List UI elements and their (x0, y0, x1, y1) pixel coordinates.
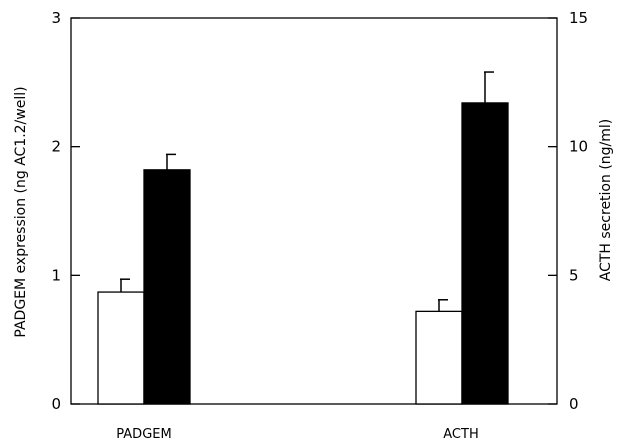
category-labels: PADGEM ACTH (116, 427, 478, 442)
category-label: ACTH (443, 427, 478, 442)
bar (143, 169, 191, 405)
right-axis-ticks: 0 5 10 15 (548, 9, 588, 413)
bar (97, 291, 145, 405)
right-axis-title: ACTH secretion (ng/ml) (598, 119, 614, 282)
bar (461, 102, 509, 405)
left-tick-label: 1 (51, 266, 61, 284)
left-axis-ticks: 0 1 2 3 (51, 9, 80, 413)
left-axis-title: PADGEM expression (ng AC1.2/well) (13, 86, 29, 337)
bars (97, 71, 509, 405)
bar (415, 310, 463, 405)
category-label: PADGEM (116, 427, 171, 442)
left-tick-label: 0 (51, 395, 61, 413)
right-tick-label: 15 (569, 9, 588, 27)
plot-frame (70, 17, 558, 405)
right-tick-label: 5 (569, 266, 579, 284)
left-tick-label: 2 (51, 138, 61, 156)
right-tick-label: 0 (569, 395, 579, 413)
left-tick-label: 3 (51, 9, 61, 27)
right-tick-label: 10 (569, 138, 588, 156)
